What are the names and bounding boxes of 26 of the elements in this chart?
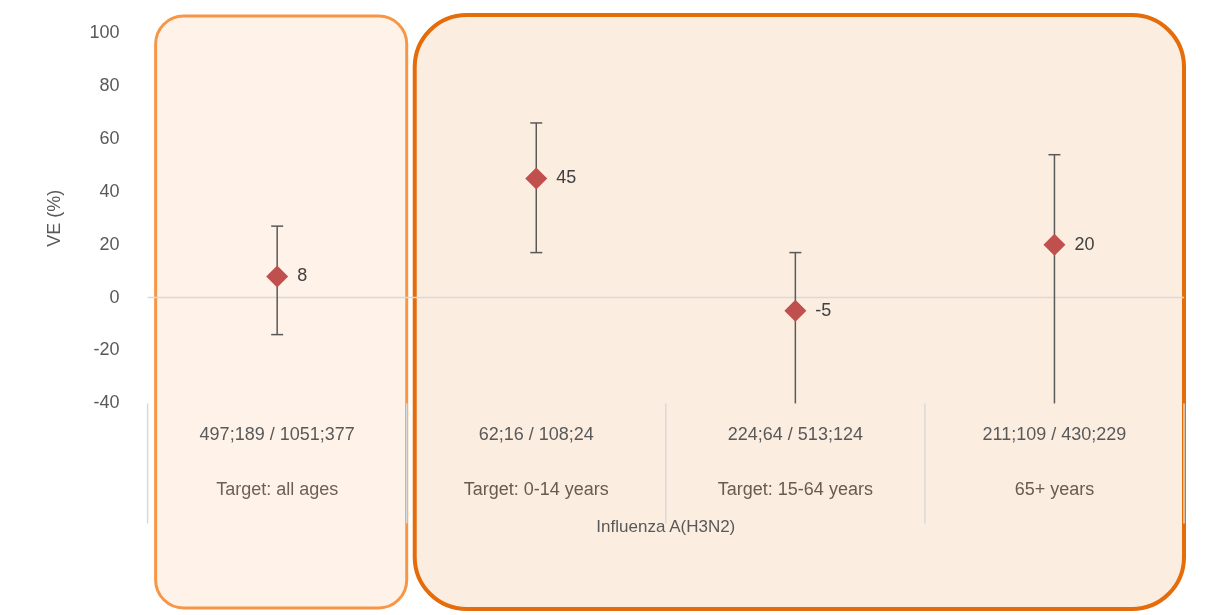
x-tick-label: Target: all ages — [216, 479, 339, 500]
y-tick-label: -20 — [93, 339, 120, 360]
text: 62;16 / 108;24 — [478, 424, 594, 445]
text: Influenza A(H3N2) — [596, 517, 736, 537]
y-tick-label: 80 — [99, 74, 120, 95]
y-tick-label: 60 — [99, 127, 120, 148]
data-label: 8 — [297, 265, 308, 286]
point — [1043, 233, 1066, 256]
text: 224;64 / 513;124 — [727, 424, 863, 445]
text: 211;109 / 430;229 — [982, 424, 1127, 445]
y-tick-label: 20 — [99, 233, 120, 254]
point — [784, 299, 807, 322]
data-label: 20 — [1074, 233, 1095, 254]
y-tick-label: 0 — [109, 286, 120, 307]
point — [525, 167, 548, 190]
text: 497;189 / 1051;377 — [199, 424, 355, 445]
data-label: 45 — [556, 167, 577, 188]
x-tick-label: Target: 15-64 years — [717, 479, 873, 500]
y-axis-title: VE (%) — [43, 189, 64, 247]
data-label: -5 — [815, 299, 832, 320]
x-tick-label: Target: 0-14 years — [463, 479, 609, 500]
point — [266, 265, 289, 288]
y-tick-label: 100 — [89, 21, 120, 42]
y-tick-label: -40 — [93, 392, 120, 413]
y-tick-label: 40 — [99, 180, 120, 201]
x-tick-label: 65+ years — [1014, 479, 1095, 500]
